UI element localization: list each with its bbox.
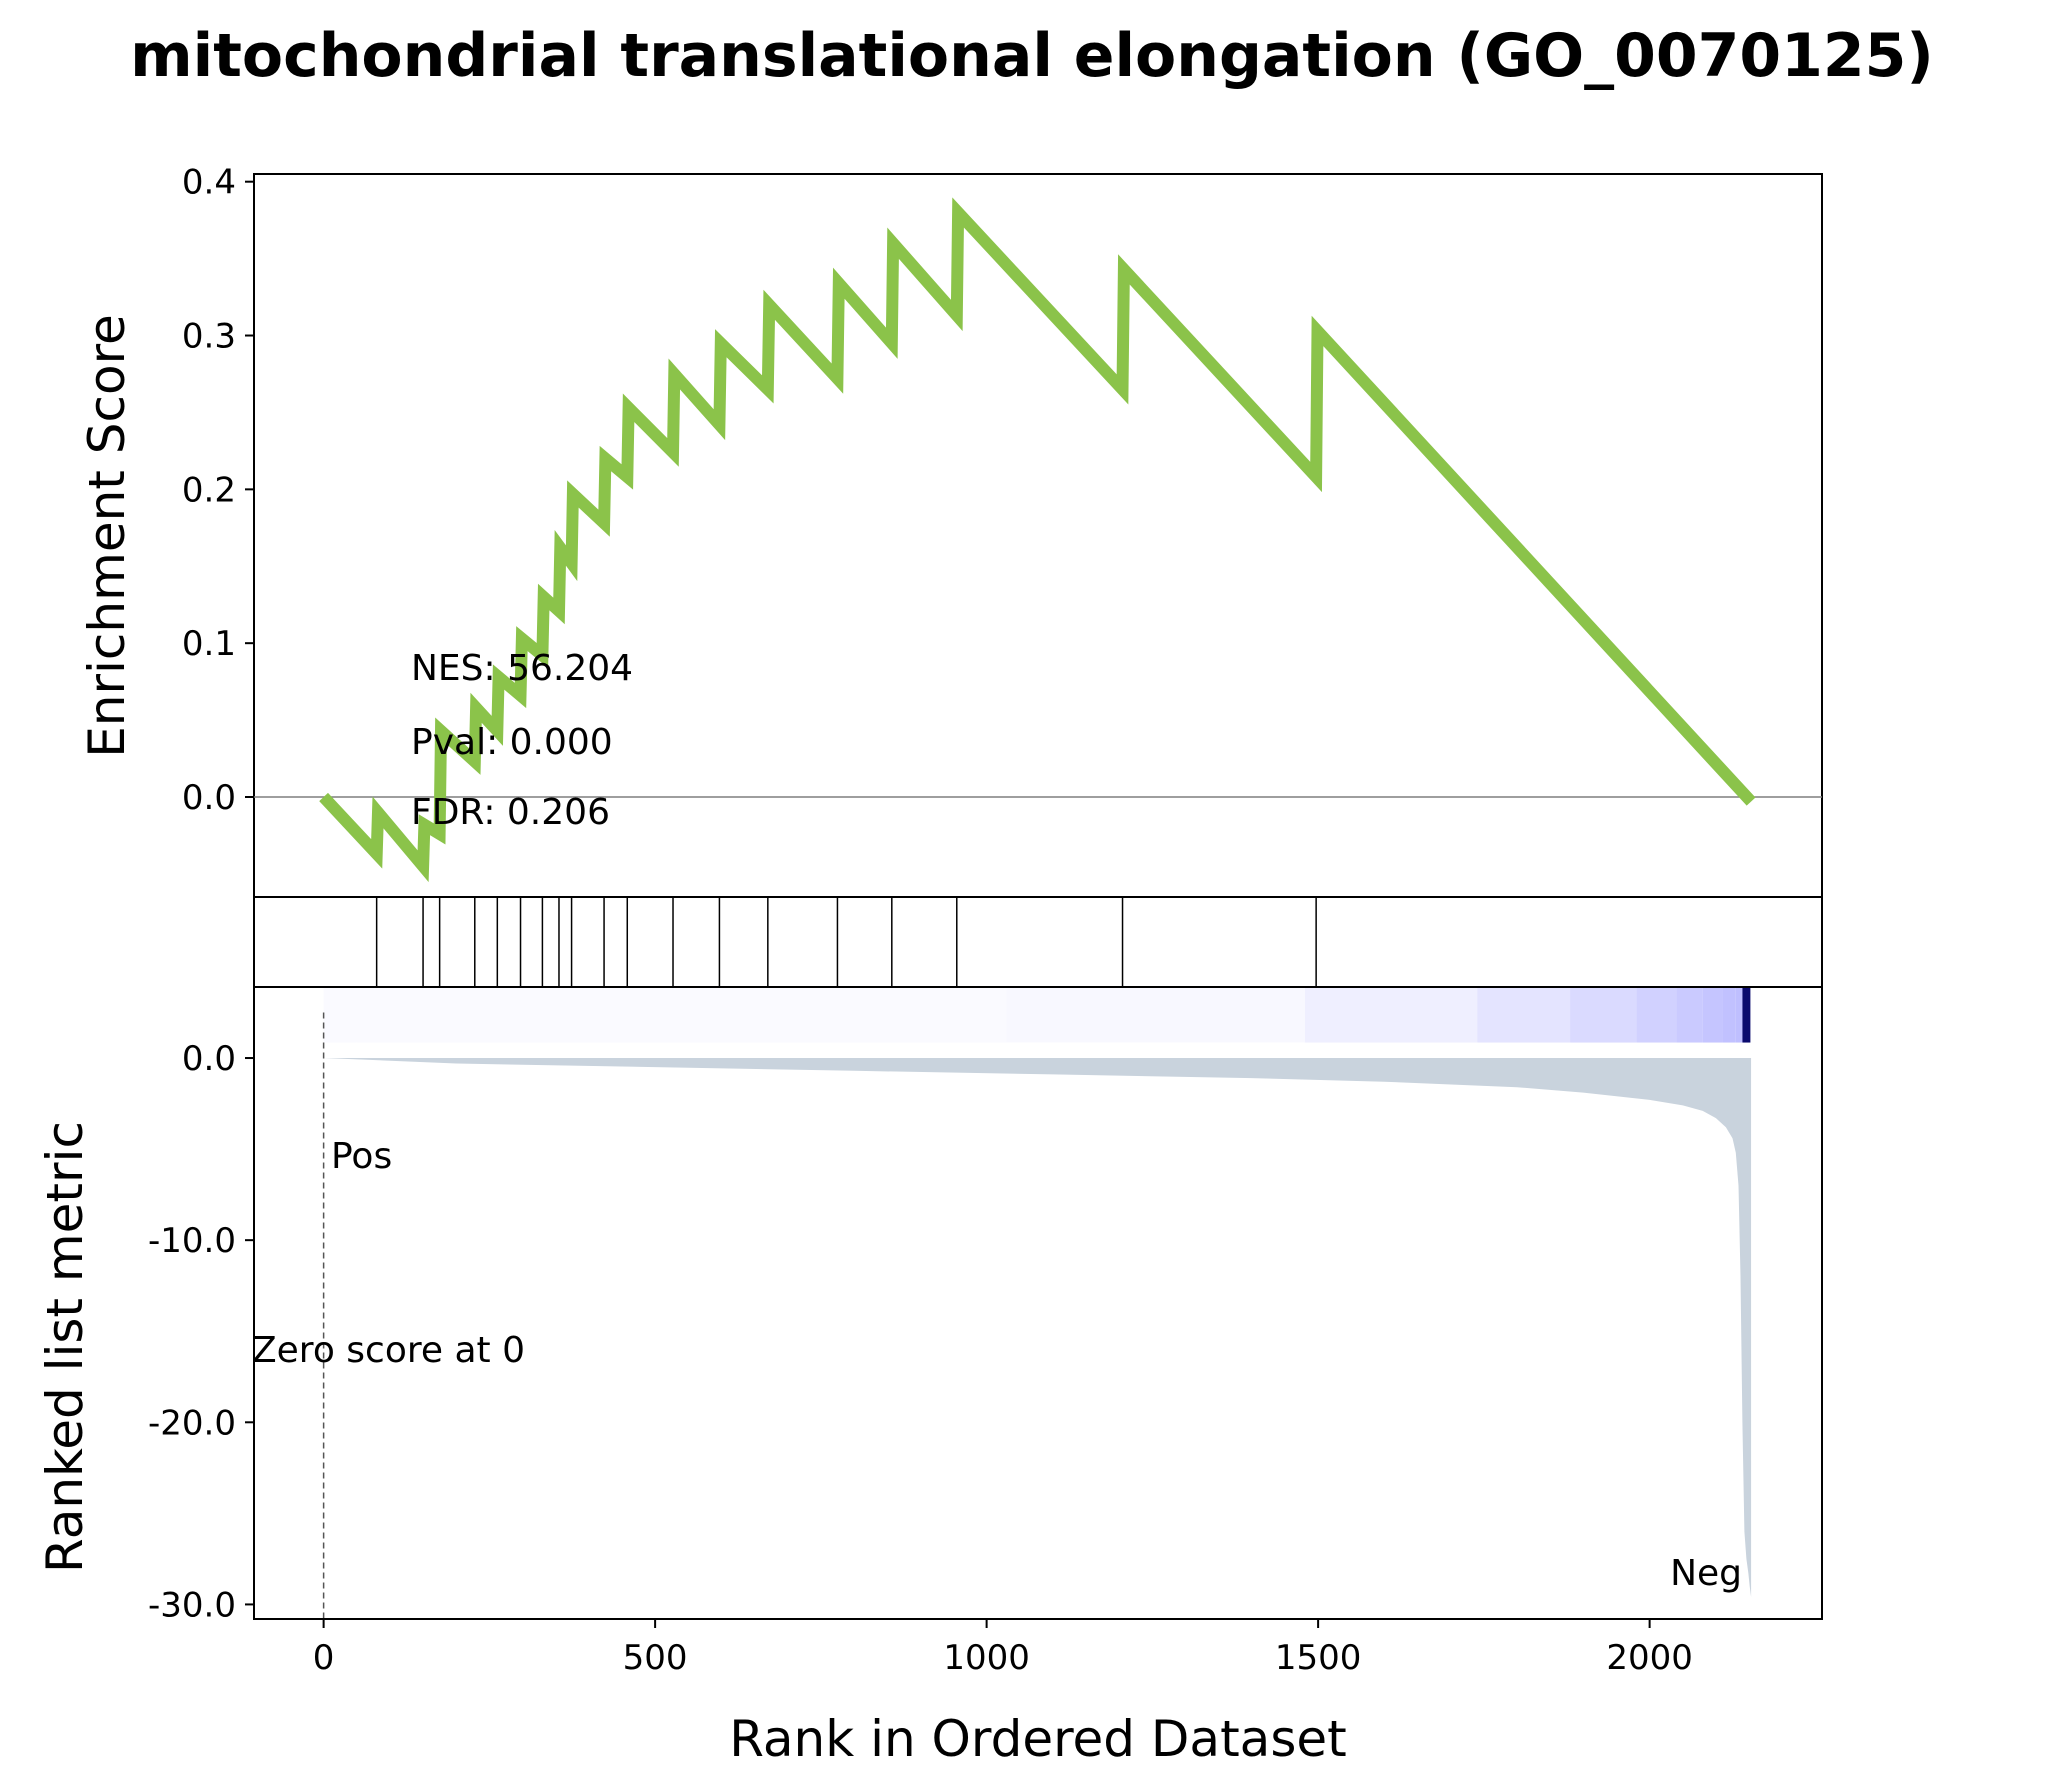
ranked-list-panel: 0.0-10.0-20.0-30.0 0 500 1000 1500 2000 Pos … xyxy=(36,986,1823,1768)
rank-y-tick-label: 0.0 xyxy=(182,1039,236,1079)
heat-strip-segment xyxy=(1742,987,1751,1043)
chart-title: mitochondrial translational elongation (… xyxy=(130,21,1934,91)
x-tick-label: 500 xyxy=(623,1638,688,1678)
rank-y-tick-label: -10.0 xyxy=(148,1221,236,1261)
enrichment-score-panel: 0.0 0.1 0.2 0.3 0.4 Enrichment Score NES: 56… xyxy=(78,163,1823,898)
heat-strip-segment xyxy=(1006,987,1305,1043)
es-y-tick-label: 0.0 xyxy=(182,778,236,818)
heat-strip-segment xyxy=(1304,987,1478,1043)
fdr-annotation: FDR: 0.206 xyxy=(411,792,610,833)
x-tick-label: 0 xyxy=(313,1638,335,1678)
x-axis-label: Rank in Ordered Dataset xyxy=(729,1710,1346,1768)
heat-strip-segment xyxy=(1477,987,1571,1043)
es-panel-frame xyxy=(253,173,1823,898)
rank-y-ticks: 0.0 -10.0 -20.0 -30.0 xyxy=(148,1039,254,1625)
neg-label: Neg xyxy=(1670,1553,1742,1594)
nes-annotation: NES: 56.204 xyxy=(411,648,633,689)
zero-score-label: Zero score at 0 xyxy=(252,1330,525,1371)
heat-strip-segment xyxy=(1570,987,1637,1043)
es-y-tick-label: 0.3 xyxy=(182,317,236,357)
pval-annotation: Pval: 0.000 xyxy=(411,722,613,763)
hit-lines xyxy=(375,897,1317,987)
heat-strip-segment xyxy=(356,987,622,1043)
heat-strip-segment xyxy=(1722,987,1736,1043)
es-y-axis-label: Enrichment Score xyxy=(78,314,136,758)
rank-panel-frame xyxy=(253,986,1823,1620)
heat-strip-segment xyxy=(1735,987,1743,1043)
es-y-ticks: 0.0 0.1 0.2 0.3 0.4 xyxy=(182,163,254,818)
heat-strip-segment xyxy=(323,987,357,1043)
rank-x-ticks: 0 500 1000 1500 2000 xyxy=(313,1619,1693,1678)
x-tick-label: 1500 xyxy=(1275,1638,1362,1678)
heat-strip-segment xyxy=(1636,987,1677,1043)
es-y-tick-label: 0.4 xyxy=(182,163,236,203)
pos-label: Pos xyxy=(331,1136,392,1177)
es-y-tick-label: 0.1 xyxy=(182,624,236,664)
enrichment-score-line xyxy=(319,197,1756,883)
rank-heat-strip xyxy=(323,987,1751,1043)
rank-y-axis-label: Ranked list metric xyxy=(36,1121,94,1573)
rank-y-tick-label: -20.0 xyxy=(148,1403,236,1443)
heat-strip-segment xyxy=(1702,987,1723,1043)
rank-y-tick-label: -30.0 xyxy=(148,1585,236,1625)
heat-strip-segment xyxy=(1676,987,1703,1043)
ranked-metric-area xyxy=(323,1058,1752,1598)
es-y-tick-label: 0.2 xyxy=(182,470,236,510)
x-tick-label: 1000 xyxy=(943,1638,1030,1678)
heat-strip-segment xyxy=(621,987,1007,1043)
gene-hits-panel xyxy=(253,896,1823,988)
x-tick-label: 2000 xyxy=(1606,1638,1693,1678)
hits-panel-frame xyxy=(253,896,1823,988)
